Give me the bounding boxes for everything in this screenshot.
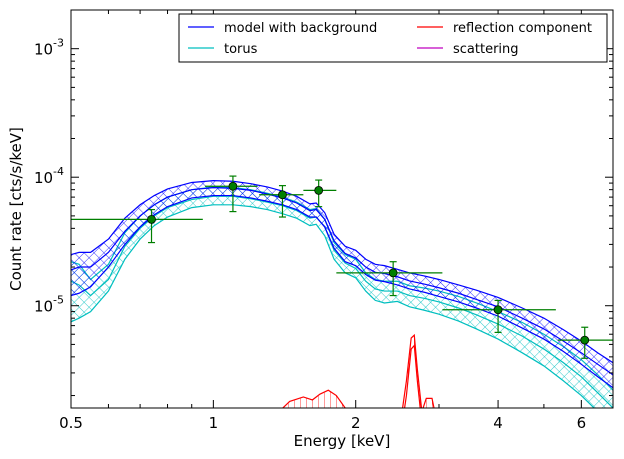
reflection-upper-line xyxy=(281,333,435,408)
data-point-6 xyxy=(580,335,590,345)
legend-box xyxy=(178,13,608,63)
data-point-5 xyxy=(493,305,503,315)
legend-label-torus: torus xyxy=(224,42,258,57)
y-axis-label: Count rate [cts/s/keV] xyxy=(7,127,25,291)
legend-label-scattering: scattering xyxy=(453,42,519,57)
y-tick-label-0: 10-5 xyxy=(34,294,64,316)
x-tick-label-1: 1 xyxy=(209,414,219,432)
x-tick-label-0: 0.5 xyxy=(59,414,83,432)
x-tick-label-2: 2 xyxy=(351,414,361,432)
data-point-1 xyxy=(228,181,238,191)
data-point-2 xyxy=(278,190,287,200)
legend-label-model: model with background xyxy=(224,21,377,36)
plot-frame xyxy=(70,9,614,409)
axes: 0.5 1 2 4 6 10-5 10-4 10-3 xyxy=(34,9,614,432)
y-tick-label-1: 10-4 xyxy=(34,165,64,187)
data-point-3 xyxy=(314,185,324,195)
torus-lower-line xyxy=(71,204,595,408)
y-tick-label-2: 10-3 xyxy=(34,37,64,59)
reflection-band xyxy=(282,335,434,408)
data-point-4 xyxy=(388,268,398,278)
x-tick-label-4: 6 xyxy=(577,414,587,432)
x-tick-label-3: 4 xyxy=(493,414,503,432)
legend-label-reflection: reflection component xyxy=(453,21,592,36)
data-point-0 xyxy=(147,214,156,224)
plot-area xyxy=(71,175,613,408)
x-axis-label: Energy [keV] xyxy=(294,432,391,450)
model-with-background-upper-line xyxy=(71,180,613,364)
legend: model with background reflection compone… xyxy=(178,13,608,63)
